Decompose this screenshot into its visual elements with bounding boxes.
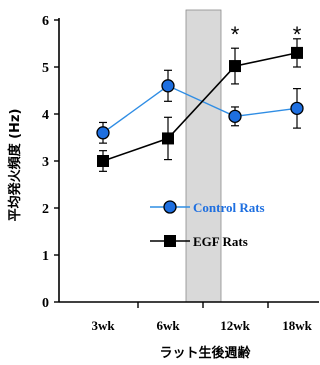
- legend-item-control-rats: Control Rats: [150, 200, 265, 215]
- data-point: [162, 132, 174, 145]
- data-point: [228, 109, 242, 123]
- x-tick-label: 6wk: [156, 318, 180, 333]
- data-point: [161, 79, 175, 93]
- x-tick-label: 12wk: [220, 318, 250, 333]
- series-egf-rats: [97, 38, 303, 172]
- legend-marker: [164, 235, 176, 247]
- x-axis-title: ラット生後週齢: [159, 345, 251, 361]
- y-tick-label: 5: [42, 61, 49, 76]
- shaded-region: [185, 9, 222, 303]
- significance-asterisk: *: [231, 22, 240, 47]
- legend-label: Control Rats: [193, 200, 265, 215]
- data-point: [291, 46, 303, 59]
- y-tick-label: 3: [42, 155, 49, 170]
- y-axis-title: 平均発火頻度 (Hz): [7, 109, 23, 222]
- series-layer: [96, 38, 304, 172]
- y-tick-label: 0: [42, 296, 49, 311]
- data-point: [290, 101, 304, 116]
- annotations: * *: [231, 22, 302, 47]
- axes: [54, 18, 319, 308]
- series-line: [102, 52, 298, 162]
- y-tick-label: 2: [42, 202, 49, 217]
- x-tick-label: 3wk: [91, 318, 115, 333]
- data-point: [96, 126, 110, 140]
- shaded-region-layer: [185, 9, 222, 303]
- y-tick-labels: 0 1 2 3 4 5 6: [42, 14, 49, 311]
- x-tick-label: 18wk: [282, 318, 312, 333]
- x-tick-labels: 3wk 6wk 12wk 18wk: [91, 318, 312, 333]
- data-point: [229, 60, 241, 73]
- legend: Control Rats EGF Rats: [150, 200, 265, 249]
- y-tick-label: 4: [42, 108, 49, 123]
- y-tick-label: 1: [42, 249, 49, 264]
- legend-label: EGF Rats: [193, 234, 248, 249]
- data-point: [97, 155, 109, 167]
- significance-asterisk: *: [293, 22, 302, 47]
- legend-item-egf-rats: EGF Rats: [150, 234, 248, 249]
- legend-marker: [163, 200, 177, 214]
- y-tick-label: 6: [42, 14, 49, 29]
